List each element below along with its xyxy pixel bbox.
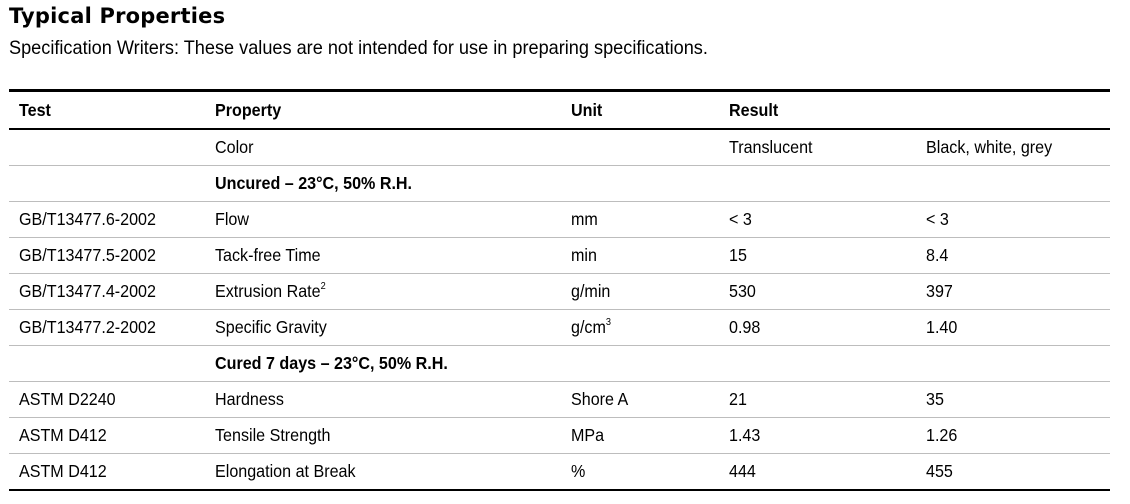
- cell-test: GB/T13477.4-2002: [19, 281, 156, 301]
- cell-result-1: < 3: [729, 209, 752, 229]
- unit-exponent: 3: [605, 317, 612, 328]
- header-unit: Unit: [571, 99, 603, 120]
- cell-result-2: 397: [926, 281, 953, 301]
- properties-table: Test Property Unit Result Color Transluc…: [9, 89, 1110, 491]
- cell-result-1: 1.43: [729, 425, 761, 445]
- cell-result-2: < 3: [926, 209, 949, 229]
- cell-result-1: 21: [729, 389, 747, 409]
- cell-unit: g/min: [571, 281, 611, 301]
- cell-test: GB/T13477.5-2002: [19, 245, 156, 265]
- cell-test: ASTM D412: [19, 461, 107, 481]
- cell-result-2: Black, white, grey: [926, 137, 1053, 157]
- cell-result-2: 455: [926, 461, 953, 481]
- header-result: Result: [729, 99, 779, 120]
- cell-unit: min: [571, 245, 597, 265]
- cell-result-2: 1.40: [926, 317, 958, 337]
- table-top-rule: [9, 89, 1110, 92]
- cell-unit: %: [571, 461, 586, 481]
- cell-result-1: Translucent: [729, 137, 813, 157]
- header-property: Property: [215, 99, 282, 120]
- cell-result-2: 8.4: [926, 245, 949, 265]
- cell-property: Flow: [215, 209, 249, 229]
- section-label-uncured: Uncured – 23°C, 50% R.H.: [215, 173, 413, 193]
- cell-unit: MPa: [571, 425, 605, 445]
- cell-property: Color: [215, 137, 254, 157]
- table-header-row: Test Property Unit Result: [9, 92, 1110, 128]
- cell-property: Specific Gravity: [215, 317, 327, 337]
- cell-test: GB/T13477.6-2002: [19, 209, 156, 229]
- cell-result-1: 15: [729, 245, 747, 265]
- header-test: Test: [19, 99, 51, 120]
- cell-unit: g/cm: [571, 317, 606, 337]
- cell-result-1: 0.98: [729, 317, 761, 337]
- cell-property: Tack-free Time: [215, 245, 321, 265]
- table-row: ASTM D412 Tensile Strength MPa 1.43 1.26: [9, 418, 1110, 454]
- cell-test: ASTM D2240: [19, 389, 116, 409]
- table-header-rule: [9, 128, 1110, 130]
- page-title: Typical Properties: [9, 4, 226, 28]
- cell-result-2: 1.26: [926, 425, 958, 445]
- table-row: ASTM D2240 Hardness Shore A 21 35: [9, 382, 1110, 418]
- table-row: GB/T13477.4-2002 Extrusion Rate2 g/min 5…: [9, 274, 1110, 310]
- footnote-marker: 2: [320, 281, 326, 292]
- table-row-color: Color Translucent Black, white, grey: [9, 130, 1110, 166]
- table-row: ASTM D412 Elongation at Break % 444 455: [9, 454, 1110, 491]
- cell-test: GB/T13477.2-2002: [19, 317, 156, 337]
- table-row: GB/T13477.5-2002 Tack-free Time min 15 8…: [9, 238, 1110, 274]
- table-row: GB/T13477.6-2002 Flow mm < 3 < 3: [9, 202, 1110, 238]
- cell-result-1: 530: [729, 281, 756, 301]
- cell-property: Tensile Strength: [215, 425, 331, 445]
- section-label-cured: Cured 7 days – 23°C, 50% R.H.: [215, 353, 448, 373]
- table-row: GB/T13477.2-2002 Specific Gravity g/cm3 …: [9, 310, 1110, 346]
- cell-property: Extrusion Rate: [215, 281, 321, 301]
- cell-result-1: 444: [729, 461, 756, 481]
- cell-property: Elongation at Break: [215, 461, 356, 481]
- cell-unit: mm: [571, 209, 598, 229]
- page-subtitle: Specification Writers: These values are …: [9, 37, 708, 59]
- cell-unit: Shore A: [571, 389, 629, 409]
- section-row-cured: Cured 7 days – 23°C, 50% R.H.: [9, 346, 1110, 382]
- cell-test: ASTM D412: [19, 425, 107, 445]
- section-row-uncured: Uncured – 23°C, 50% R.H.: [9, 166, 1110, 202]
- cell-result-2: 35: [926, 389, 944, 409]
- cell-property: Hardness: [215, 389, 284, 409]
